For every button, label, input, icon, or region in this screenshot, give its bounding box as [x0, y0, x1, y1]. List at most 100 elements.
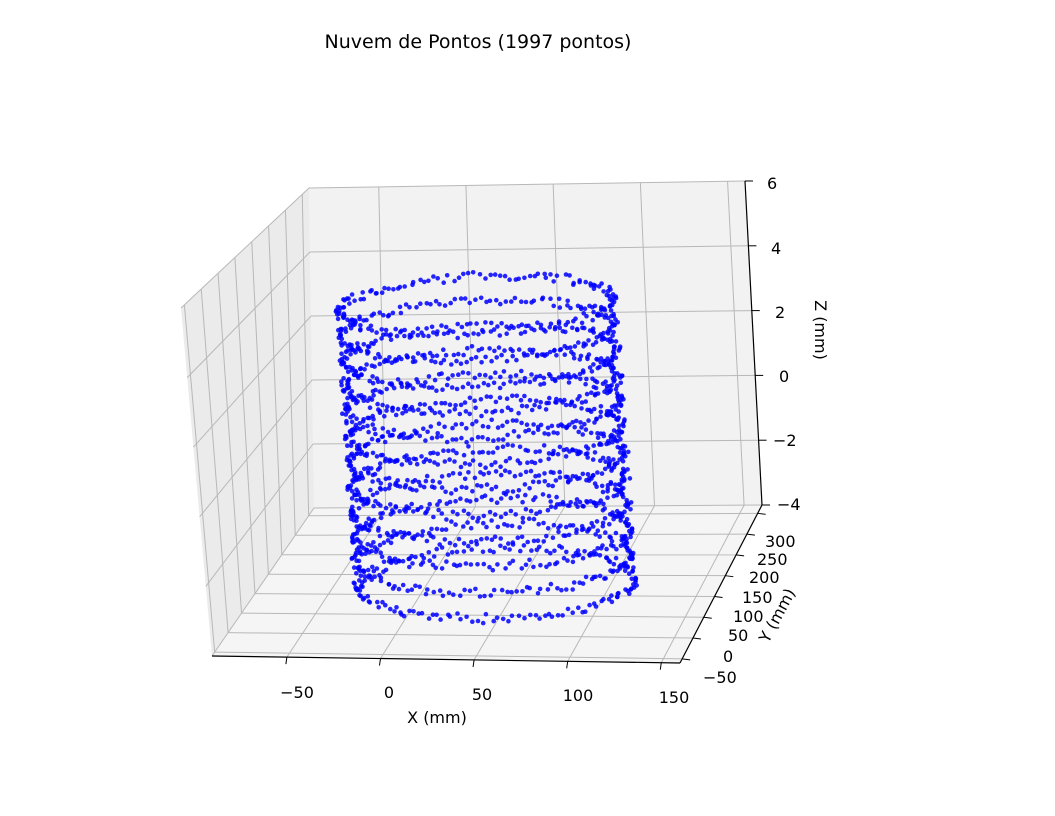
data-point	[603, 530, 608, 535]
data-point	[602, 389, 607, 395]
data-point	[453, 522, 458, 527]
data-point	[444, 559, 449, 564]
data-point	[387, 333, 392, 339]
data-point	[417, 433, 423, 439]
data-point	[370, 422, 376, 427]
data-point	[610, 569, 615, 575]
data-point	[433, 400, 438, 406]
data-point	[525, 448, 531, 454]
data-point	[498, 374, 503, 380]
data-point	[550, 535, 556, 540]
data-point	[494, 615, 500, 620]
data-point	[572, 344, 578, 349]
floor-gridline	[473, 506, 566, 661]
data-point	[535, 538, 541, 543]
data-point	[349, 368, 355, 373]
data-point	[621, 397, 626, 402]
data-point	[383, 357, 388, 363]
data-point	[467, 300, 473, 306]
data-point	[439, 511, 445, 516]
data-point	[508, 495, 514, 501]
data-point	[500, 444, 506, 450]
data-point	[360, 419, 366, 424]
data-point	[562, 352, 568, 358]
data-point	[451, 592, 456, 597]
data-point	[598, 458, 603, 464]
data-point	[385, 404, 390, 409]
data-point	[402, 485, 408, 490]
data-point	[493, 460, 498, 465]
data-point	[403, 408, 409, 414]
data-point	[367, 378, 373, 384]
data-point	[397, 509, 403, 514]
data-point	[620, 455, 625, 460]
data-point	[427, 501, 433, 507]
data-point	[491, 438, 496, 444]
data-point	[505, 489, 510, 494]
data-point	[344, 420, 349, 426]
data-point	[399, 328, 404, 334]
data-point	[577, 278, 582, 283]
data-point	[345, 455, 350, 460]
data-point	[507, 469, 512, 475]
data-point	[430, 385, 435, 390]
data-point	[348, 463, 354, 469]
data-point	[479, 536, 484, 542]
data-point	[492, 272, 498, 277]
data-point	[484, 524, 489, 530]
data-point	[613, 386, 619, 392]
data-point	[387, 457, 393, 463]
data-point	[529, 407, 535, 413]
data-point	[591, 500, 597, 505]
data-point	[504, 331, 510, 337]
data-point	[475, 434, 481, 440]
data-point	[622, 476, 627, 482]
data-point	[592, 303, 598, 309]
data-point	[611, 493, 617, 499]
data-point	[592, 450, 598, 455]
data-point	[494, 500, 500, 506]
side-wall-gridline	[180, 187, 310, 309]
z-axis-label: Z (mm)	[811, 300, 830, 360]
data-point	[485, 436, 491, 442]
data-point	[563, 272, 569, 277]
data-point	[604, 546, 609, 552]
data-point	[385, 538, 391, 543]
data-point	[535, 320, 540, 326]
data-point	[575, 504, 580, 510]
data-point	[428, 424, 434, 429]
data-point	[570, 473, 576, 479]
data-point	[469, 384, 475, 390]
data-point	[350, 504, 355, 510]
data-point	[489, 518, 494, 523]
data-points	[333, 270, 639, 626]
data-point	[349, 535, 355, 540]
data-point	[585, 455, 590, 460]
data-point	[362, 466, 367, 472]
data-point	[571, 553, 576, 559]
data-point	[344, 435, 349, 441]
data-point	[567, 273, 572, 278]
data-point	[429, 435, 435, 441]
data-point	[523, 506, 529, 512]
data-point	[443, 324, 449, 330]
data-point	[357, 421, 363, 426]
data-point	[541, 375, 547, 381]
data-point	[505, 405, 511, 411]
data-point	[444, 517, 449, 522]
data-point	[504, 419, 510, 425]
data-point	[370, 389, 376, 394]
data-point	[584, 313, 589, 319]
data-point	[459, 324, 465, 330]
data-point	[578, 420, 583, 425]
data-point	[598, 414, 603, 419]
data-point	[582, 549, 587, 554]
data-point	[405, 354, 410, 360]
data-point	[351, 439, 356, 445]
data-point	[344, 356, 350, 361]
data-point	[480, 549, 486, 555]
data-point	[394, 532, 399, 537]
data-point	[561, 555, 567, 561]
data-point	[442, 537, 448, 542]
data-point	[420, 529, 426, 534]
